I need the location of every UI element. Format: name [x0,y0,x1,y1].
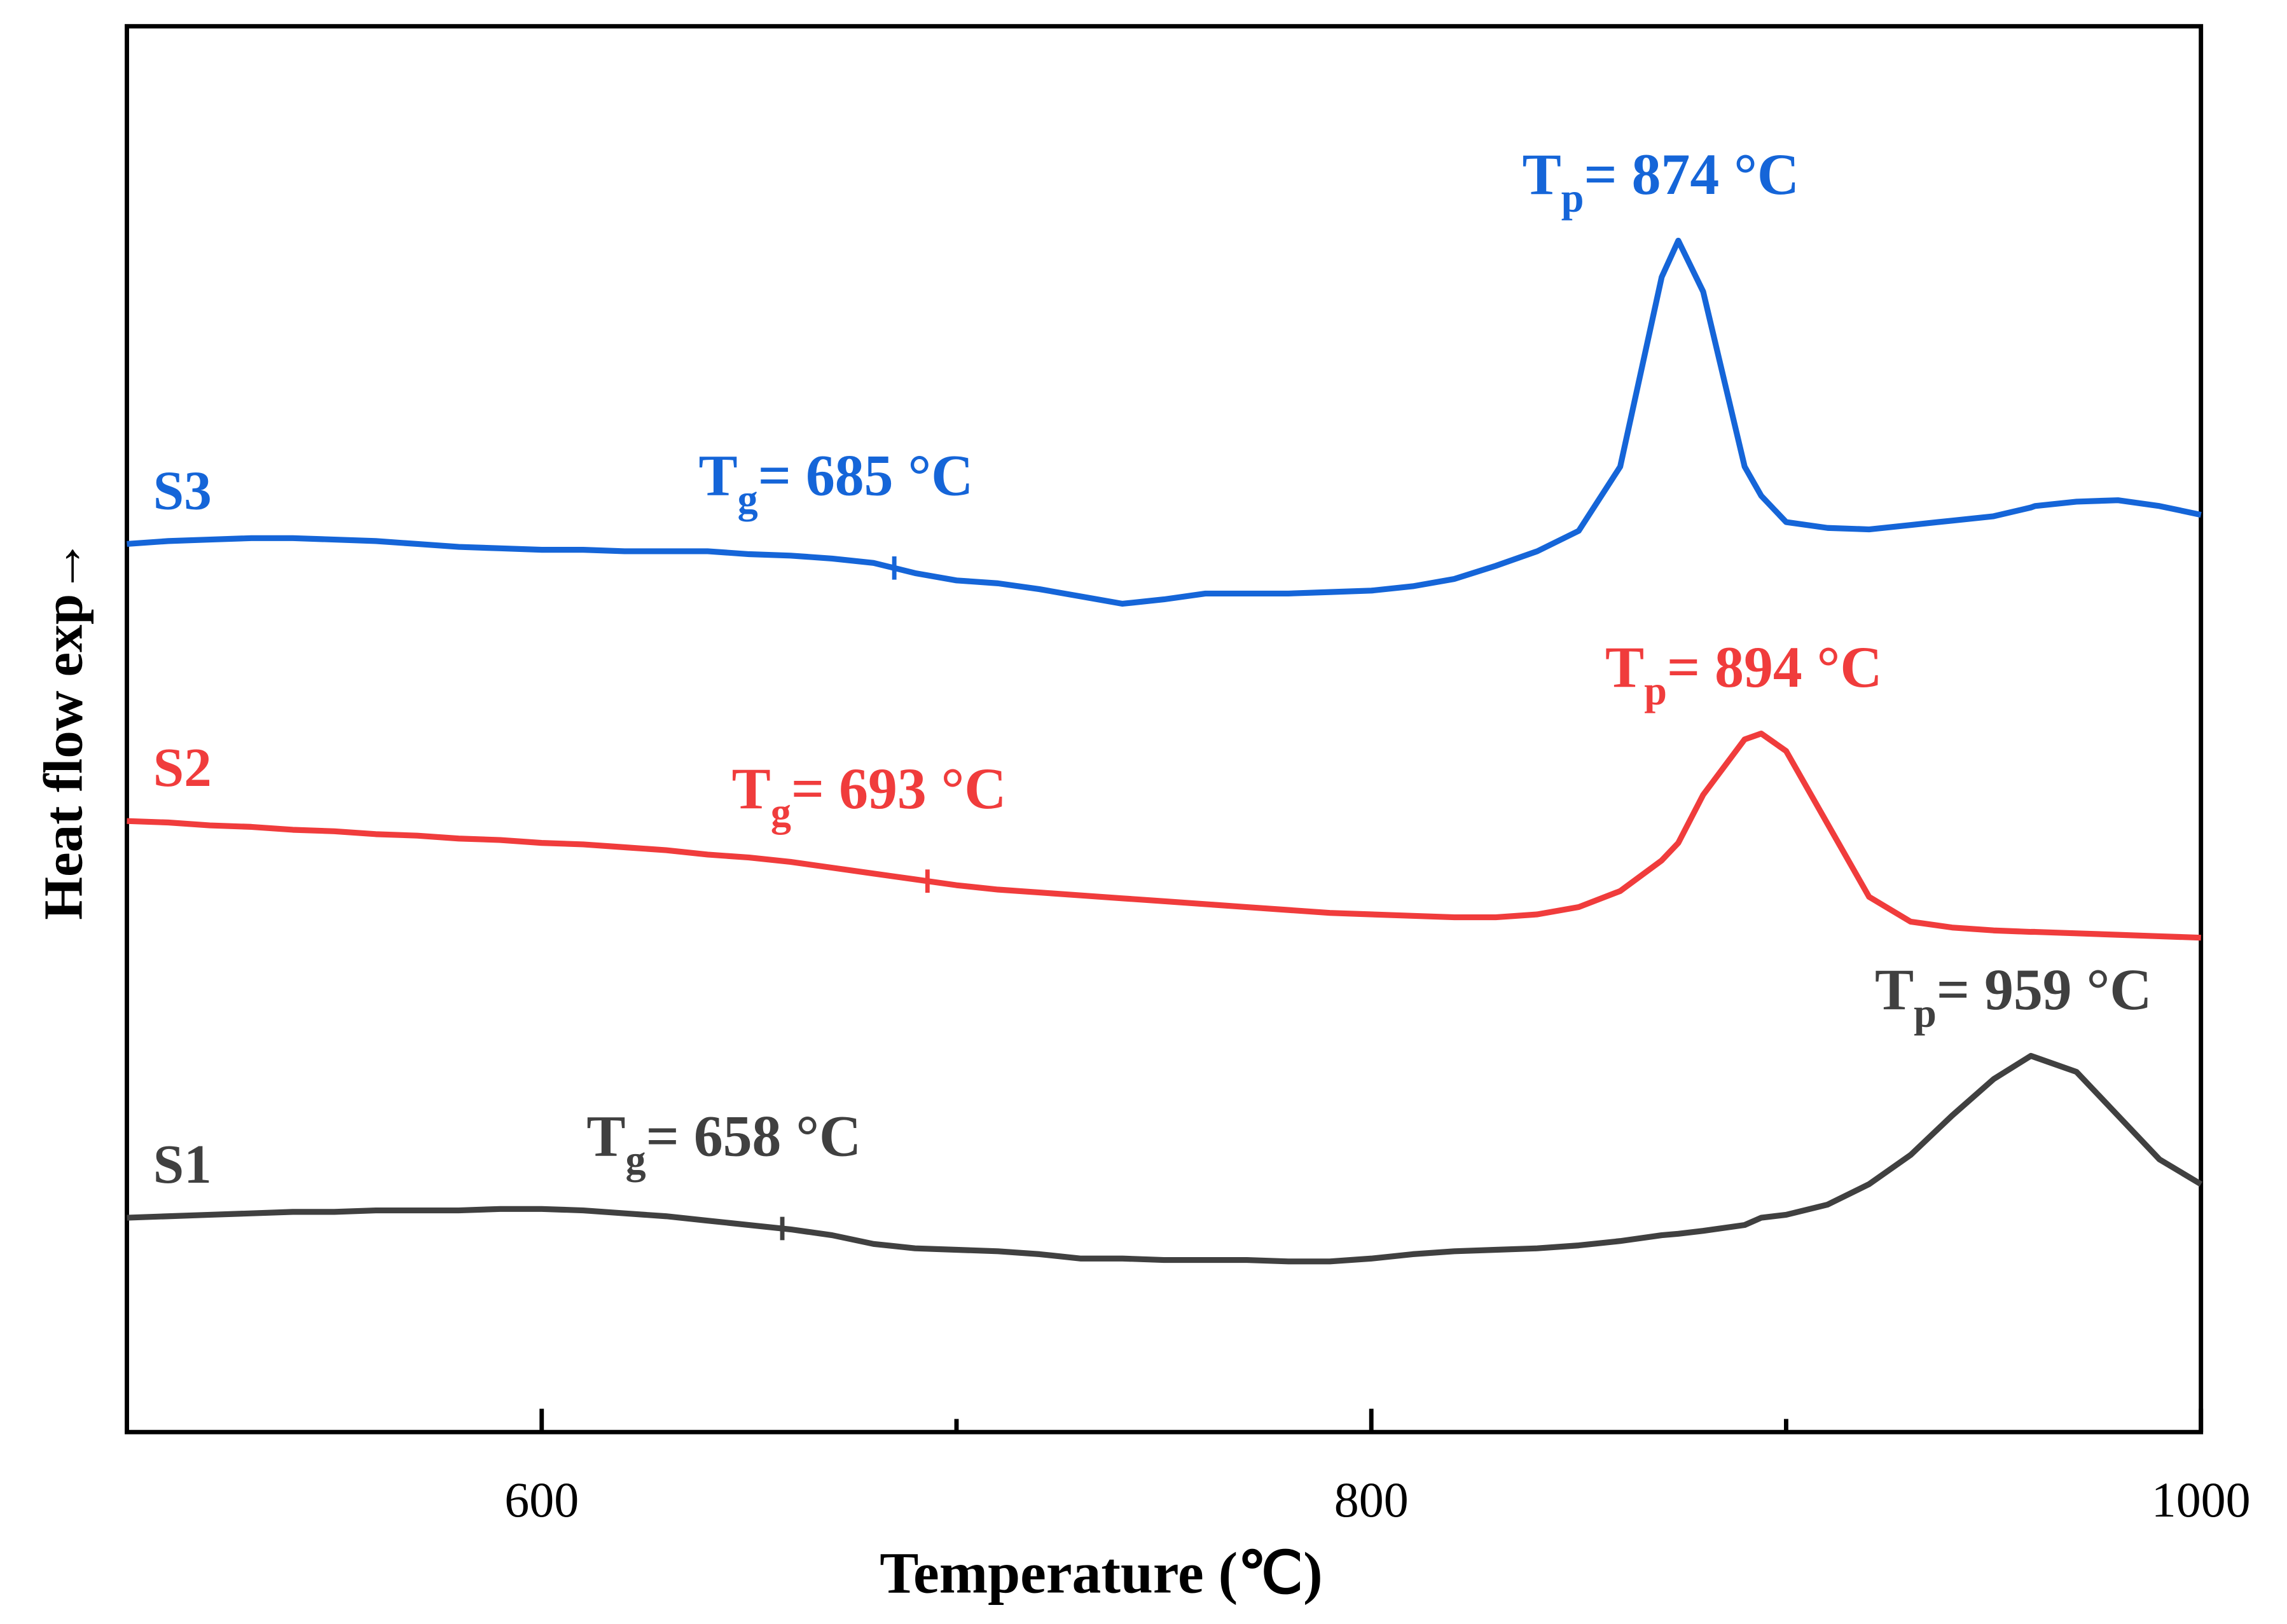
symbol: T [1875,957,1914,1022]
label-text: = 894 °C [1667,635,1883,699]
symbol: T [732,756,771,821]
x-tick-label: 600 [504,1473,579,1527]
x-axis-label: Temperature (℃) [880,1540,1322,1605]
tg-annotation: Tg= 693 °C [732,756,1007,835]
symbol: T [698,443,737,508]
tp-annotation: Tp= 874 °C [1523,142,1800,221]
symbol: T [586,1103,625,1168]
label-text: = 959 °C [1937,957,2152,1022]
tp-annotation: Tp= 894 °C [1605,635,1883,713]
series-line [127,731,2201,941]
tg-annotation: Tg= 685 °C [698,443,973,522]
series-label: S1 [153,1133,212,1195]
subscript: g [771,790,791,835]
series-label: S3 [153,459,212,521]
x-tick-label: 800 [1334,1473,1409,1527]
label-text: = 874 °C [1584,142,1799,207]
tp-annotation: Tp= 959 °C [1875,957,2152,1036]
label-text: = 693 °C [791,756,1007,821]
subscript: p [1914,991,1937,1036]
subscript: p [1644,668,1667,713]
symbol: T [1523,142,1561,207]
subscript: g [626,1137,646,1182]
tg-annotation: Tg= 658 °C [586,1103,861,1182]
series-line [127,237,2202,607]
y-axis-label: Heat flow exp→ [32,539,93,920]
label-text: = 685 °C [758,443,974,508]
subscript: p [1561,175,1584,221]
series-label: S2 [153,736,212,798]
plot-frame [125,24,2204,1435]
subscript: g [738,476,758,521]
symbol: T [1605,635,1644,699]
x-tick-label: 1000 [2152,1473,2251,1527]
series-line [127,1052,2203,1265]
label-text: = 658 °C [646,1103,862,1168]
